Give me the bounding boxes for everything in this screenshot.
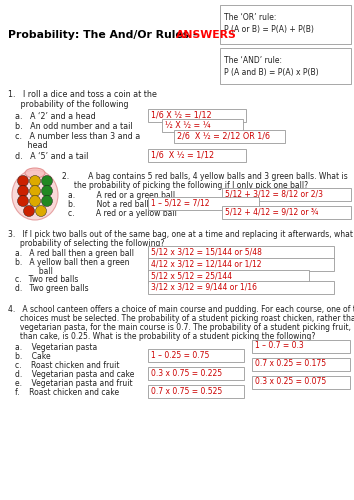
Text: e.    Vegetarian pasta and fruit: e. Vegetarian pasta and fruit (15, 379, 133, 388)
Text: 3.   If I pick two balls out of the same bag, one at a time and replacing it aft: 3. If I pick two balls out of the same b… (8, 230, 354, 239)
FancyBboxPatch shape (222, 188, 350, 200)
Text: 5/12 + 4/12 = 9/12 or ¾: 5/12 + 4/12 = 9/12 or ¾ (225, 208, 318, 216)
FancyBboxPatch shape (148, 366, 244, 380)
Text: c.         A red or a yellow ball: c. A red or a yellow ball (68, 209, 177, 218)
FancyBboxPatch shape (251, 376, 349, 388)
FancyBboxPatch shape (148, 196, 258, 209)
Text: c.   Two red balls: c. Two red balls (15, 275, 78, 284)
FancyBboxPatch shape (148, 108, 246, 122)
Text: a.         A red or a green ball: a. A red or a green ball (68, 191, 175, 200)
Text: ½ X ½ = ¼: ½ X ½ = ¼ (165, 120, 211, 130)
Text: P (A and B) = P(A) x P(B): P (A and B) = P(A) x P(B) (224, 68, 319, 77)
Ellipse shape (25, 168, 45, 178)
Text: 4/12 x 3/12 = 12/144 or 1/12: 4/12 x 3/12 = 12/144 or 1/12 (151, 260, 262, 268)
Text: a.   A red ball then a green ball: a. A red ball then a green ball (15, 249, 134, 258)
FancyBboxPatch shape (251, 358, 349, 370)
FancyBboxPatch shape (148, 348, 244, 362)
Circle shape (41, 196, 52, 206)
Text: 2.        A bag contains 5 red balls, 4 yellow balls and 3 green balls. What is: 2. A bag contains 5 red balls, 4 yellow … (62, 172, 348, 181)
Text: a.    Vegetarian pasta: a. Vegetarian pasta (15, 343, 97, 352)
Text: 1/6  X ½ = 1/12: 1/6 X ½ = 1/12 (151, 150, 214, 160)
Circle shape (41, 186, 52, 196)
Text: ball: ball (15, 267, 53, 276)
FancyBboxPatch shape (148, 270, 308, 282)
FancyBboxPatch shape (148, 384, 244, 398)
Text: than cake, is 0.25. What is the probability of a student picking the following?: than cake, is 0.25. What is the probabil… (8, 332, 315, 341)
Circle shape (29, 186, 40, 196)
Text: 0.7 x 0.75 = 0.525: 0.7 x 0.75 = 0.525 (151, 386, 222, 396)
FancyBboxPatch shape (173, 130, 285, 142)
Text: 2/6  X ½ = 2/12 OR 1/6: 2/6 X ½ = 2/12 OR 1/6 (177, 132, 270, 140)
Text: 5/12 + 3/12 = 8/12 or 2/3: 5/12 + 3/12 = 8/12 or 2/3 (225, 190, 323, 198)
Text: 1 – 5/12 = 7/12: 1 – 5/12 = 7/12 (151, 198, 210, 207)
Circle shape (29, 176, 40, 186)
Circle shape (23, 206, 34, 216)
FancyBboxPatch shape (148, 280, 333, 293)
Text: 5/12 x 3/12 = 15/144 or 5/48: 5/12 x 3/12 = 15/144 or 5/48 (151, 248, 262, 256)
Circle shape (41, 176, 52, 186)
Text: ANSWERS: ANSWERS (176, 30, 237, 40)
Text: f.    Roast chicken and cake: f. Roast chicken and cake (15, 388, 119, 397)
FancyBboxPatch shape (161, 118, 242, 132)
Circle shape (17, 186, 29, 196)
Text: 1 – 0.7 = 0.3: 1 – 0.7 = 0.3 (255, 342, 304, 350)
Text: choices must be selected. The probability of a student picking roast chicken, ra: choices must be selected. The probabilit… (8, 314, 354, 323)
Text: the probability of picking the following if I only pick one ball?: the probability of picking the following… (62, 181, 308, 190)
FancyBboxPatch shape (222, 206, 350, 218)
Text: P (A or B) = P(A) + P(B): P (A or B) = P(A) + P(B) (224, 25, 314, 34)
Circle shape (35, 206, 46, 216)
Text: b.    Cake: b. Cake (15, 352, 51, 361)
Text: b.   An odd number and a tail: b. An odd number and a tail (15, 122, 133, 131)
FancyBboxPatch shape (251, 340, 349, 352)
Text: 0.3 x 0.75 = 0.225: 0.3 x 0.75 = 0.225 (151, 368, 222, 378)
Text: 0.7 x 0.25 = 0.175: 0.7 x 0.25 = 0.175 (255, 360, 326, 368)
FancyBboxPatch shape (219, 4, 350, 44)
Ellipse shape (12, 170, 58, 220)
Text: The ‘AND’ rule:: The ‘AND’ rule: (224, 56, 282, 65)
Text: d.   A ‘5’ and a tail: d. A ‘5’ and a tail (15, 152, 88, 161)
Text: a.   A ‘2’ and a head: a. A ‘2’ and a head (15, 112, 96, 121)
Circle shape (17, 196, 29, 206)
FancyBboxPatch shape (148, 258, 333, 270)
Text: probability of the following: probability of the following (8, 100, 129, 109)
FancyBboxPatch shape (148, 246, 333, 258)
FancyBboxPatch shape (219, 48, 350, 84)
Text: b.   A yellow ball then a green: b. A yellow ball then a green (15, 258, 130, 267)
Text: 1 – 0.25 = 0.75: 1 – 0.25 = 0.75 (151, 350, 209, 360)
Text: Probability: The And/Or Rules -: Probability: The And/Or Rules - (8, 30, 201, 40)
Text: 1/6 X ½ = 1/12: 1/6 X ½ = 1/12 (151, 110, 212, 120)
Text: 5/12 x 5/12 = 25/144: 5/12 x 5/12 = 25/144 (151, 272, 232, 280)
FancyBboxPatch shape (148, 148, 246, 162)
Text: d.    Vegetarian pasta and cake: d. Vegetarian pasta and cake (15, 370, 135, 379)
Text: probability of selecting the following?: probability of selecting the following? (8, 239, 164, 248)
Text: 1.   I roll a dice and toss a coin at the: 1. I roll a dice and toss a coin at the (8, 90, 157, 99)
Text: The ‘OR’ rule:: The ‘OR’ rule: (224, 13, 276, 22)
Circle shape (17, 176, 29, 186)
Text: vegetarian pasta, for the main course is 0.7. The probability of a student picki: vegetarian pasta, for the main course is… (8, 323, 354, 332)
Text: c.   A number less than 3 and a: c. A number less than 3 and a (15, 132, 140, 141)
Text: c.    Roast chicken and fruit: c. Roast chicken and fruit (15, 361, 120, 370)
Text: 3/12 x 3/12 = 9/144 or 1/16: 3/12 x 3/12 = 9/144 or 1/16 (151, 282, 257, 292)
Text: head: head (15, 141, 48, 150)
Text: 4.   A school canteen offers a choice of main course and pudding. For each cours: 4. A school canteen offers a choice of m… (8, 305, 354, 314)
Circle shape (29, 196, 40, 206)
Text: 0.3 x 0.25 = 0.075: 0.3 x 0.25 = 0.075 (255, 378, 326, 386)
Text: d.   Two green balls: d. Two green balls (15, 284, 88, 293)
Text: b.         Not a red ball: b. Not a red ball (68, 200, 149, 209)
